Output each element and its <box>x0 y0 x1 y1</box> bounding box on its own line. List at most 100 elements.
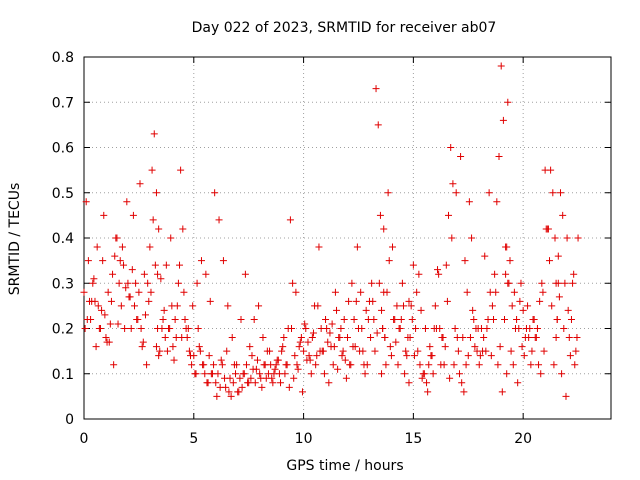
data-point <box>347 361 355 369</box>
data-point <box>124 279 132 287</box>
data-point <box>293 361 301 369</box>
data-point <box>131 302 139 310</box>
data-point <box>88 297 96 305</box>
data-point <box>278 347 286 355</box>
y-tick-label: 0.3 <box>52 276 74 292</box>
data-point <box>147 288 155 296</box>
data-point <box>226 374 234 382</box>
data-point <box>246 343 254 351</box>
data-point <box>508 302 516 310</box>
data-point <box>381 334 389 342</box>
data-point <box>281 370 289 378</box>
x-tick-label: 20 <box>514 431 532 447</box>
data-point <box>232 370 240 378</box>
data-point <box>277 379 285 387</box>
data-point <box>155 225 163 233</box>
data-point <box>251 379 259 387</box>
data-point <box>563 234 571 242</box>
data-point <box>90 275 98 283</box>
data-point <box>424 388 432 396</box>
data-point <box>314 302 322 310</box>
data-point <box>341 356 349 364</box>
data-point <box>551 234 559 242</box>
data-point <box>239 370 247 378</box>
data-point <box>496 343 504 351</box>
data-point <box>328 320 336 328</box>
data-point <box>501 315 509 323</box>
data-point <box>204 379 212 387</box>
data-point <box>100 211 108 219</box>
grid <box>84 57 611 419</box>
data-point <box>375 279 383 287</box>
data-point <box>570 270 578 278</box>
data-point <box>176 261 184 269</box>
data-point <box>452 189 460 197</box>
data-point <box>237 315 245 323</box>
data-point <box>338 352 346 360</box>
data-point <box>405 379 413 387</box>
y-tick-label: 0.1 <box>52 367 74 383</box>
data-point <box>405 297 413 305</box>
data-point <box>435 270 443 278</box>
data-point <box>324 338 332 346</box>
data-point <box>531 334 539 342</box>
data-point <box>213 392 221 400</box>
data-point <box>510 288 518 296</box>
data-point <box>506 257 514 265</box>
data-point <box>503 370 511 378</box>
data-point <box>409 261 417 269</box>
data-point <box>322 315 330 323</box>
data-point <box>393 302 401 310</box>
data-point <box>137 325 145 332</box>
data-point <box>217 356 225 364</box>
data-point <box>410 352 418 360</box>
data-point <box>101 311 109 319</box>
data-point <box>143 361 151 369</box>
data-point <box>294 365 302 373</box>
data-point <box>471 343 479 351</box>
data-point <box>466 334 474 342</box>
data-point <box>141 311 149 319</box>
data-point <box>106 320 114 328</box>
data-point <box>362 306 370 314</box>
data-point <box>109 270 117 278</box>
data-point <box>84 257 92 265</box>
data-point <box>524 302 532 310</box>
data-point <box>529 315 537 323</box>
data-point <box>357 288 365 296</box>
data-point <box>565 334 573 342</box>
data-point <box>247 374 255 382</box>
data-point <box>188 361 196 369</box>
data-point <box>418 374 426 382</box>
x-tick-label: 5 <box>189 431 198 447</box>
data-point <box>528 347 536 355</box>
data-point <box>574 234 582 242</box>
data-point <box>460 388 468 396</box>
data-point <box>463 288 471 296</box>
data-point <box>120 261 128 269</box>
data-point <box>170 356 178 364</box>
data-point <box>356 347 364 355</box>
data-point <box>159 315 167 323</box>
data-point <box>292 288 300 296</box>
data-point <box>348 279 356 287</box>
data-point <box>165 325 173 332</box>
data-point <box>513 315 521 323</box>
data-point <box>558 370 566 378</box>
data-point <box>498 388 506 396</box>
data-point <box>304 338 312 346</box>
data-point <box>361 370 369 378</box>
data-point <box>429 370 437 378</box>
data-point <box>210 361 218 369</box>
data-point <box>454 347 462 355</box>
data-point <box>439 334 447 342</box>
data-point <box>481 252 489 260</box>
data-point <box>323 325 331 332</box>
data-point <box>252 365 260 373</box>
data-point <box>225 388 233 396</box>
data-point <box>219 257 227 265</box>
data-point <box>206 297 214 305</box>
data-point <box>152 343 160 351</box>
data-point <box>374 121 382 129</box>
data-point <box>123 198 131 206</box>
